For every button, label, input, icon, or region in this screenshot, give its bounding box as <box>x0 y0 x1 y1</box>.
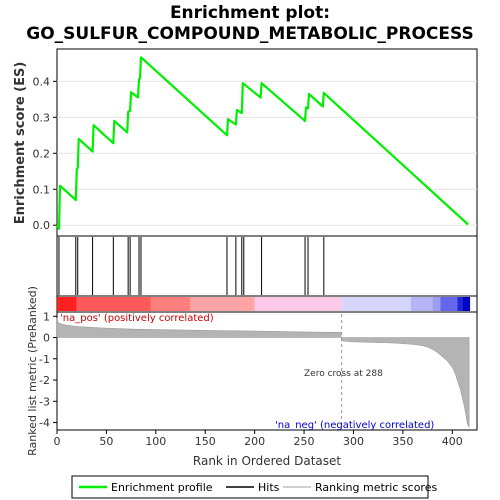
metric-y-tick-label: -2 <box>39 374 50 387</box>
hits-panel-frame <box>56 235 478 297</box>
enrichment-panel: 0.0 0.1 0.2 0.3 0.4 <box>33 56 477 232</box>
metric-y-tick-label: -1 <box>39 353 50 366</box>
rank-color-band <box>57 297 77 311</box>
es-y-axis-label: Enrichment score (ES) <box>13 62 28 225</box>
rank-color-band <box>410 297 433 311</box>
rank-color-band <box>76 297 151 311</box>
x-tick-label: 0 <box>54 435 61 448</box>
legend-enrichment-label: Enrichment profile <box>111 481 213 494</box>
enrichment-panel-frame <box>56 48 478 237</box>
metric-y-tick-label: 1 <box>43 310 50 323</box>
ranking-metric-area <box>56 317 470 428</box>
legend-hits-label: Hits <box>258 481 280 494</box>
rank-color-band <box>150 297 191 311</box>
pos-correlated-label: 'na_pos' (positively correlated) <box>60 313 214 324</box>
metric-y-tick-label: -3 <box>39 395 50 408</box>
legend-metric-label: Ranking metric scores <box>315 481 437 494</box>
zero-cross-label: Zero cross at 288 <box>304 369 383 379</box>
enrichment-profile-line <box>56 56 469 230</box>
x-tick-label: 250 <box>294 435 315 448</box>
x-tick-label: 350 <box>392 435 413 448</box>
es-y-tick-label: 0.4 <box>33 75 51 88</box>
chart-title-line1: Enrichment plot: <box>169 3 331 23</box>
rank-color-band <box>254 297 342 311</box>
hits-panel <box>58 237 325 295</box>
metric-y-tick-label: 0 <box>43 332 50 345</box>
chart-title-line2: GO_SULFUR_COMPOUND_METABOLIC_PROCESS <box>26 24 474 44</box>
x-tick-label: 400 <box>442 435 463 448</box>
rank-bar-panel <box>57 297 471 311</box>
x-tick-label: 50 <box>99 435 113 448</box>
rank-color-band <box>341 297 411 311</box>
x-tick-label: 200 <box>244 435 265 448</box>
metric-y-axis-label: Ranked list metric (PreRanked) <box>26 286 39 456</box>
es-y-tick-label: 0.1 <box>33 183 51 196</box>
x-tick-label: 100 <box>145 435 166 448</box>
ranked-metric-panel: 1 0 -1 -2 -3 -4 0 50 100 150 200 250 300 350 400 <box>39 310 470 448</box>
es-y-tick-label: 0.3 <box>33 111 51 124</box>
metric-y-tick-label: -4 <box>39 417 50 430</box>
x-tick-label: 150 <box>195 435 216 448</box>
neg-correlated-label: 'na_neg' (negatively correlated) <box>275 420 434 431</box>
x-axis-label: Rank in Ordered Dataset <box>193 454 341 468</box>
rank-color-band <box>462 297 471 311</box>
x-tick-label: 300 <box>343 435 364 448</box>
rank-color-band <box>432 297 441 311</box>
es-y-tick-label: 0.0 <box>33 219 51 232</box>
es-y-tick-label: 0.2 <box>33 147 51 160</box>
legend: Enrichment profile Hits Ranking metric s… <box>71 475 437 499</box>
rank-color-band <box>190 297 255 311</box>
rank-color-band <box>440 297 458 311</box>
rank-color-band <box>457 297 463 311</box>
